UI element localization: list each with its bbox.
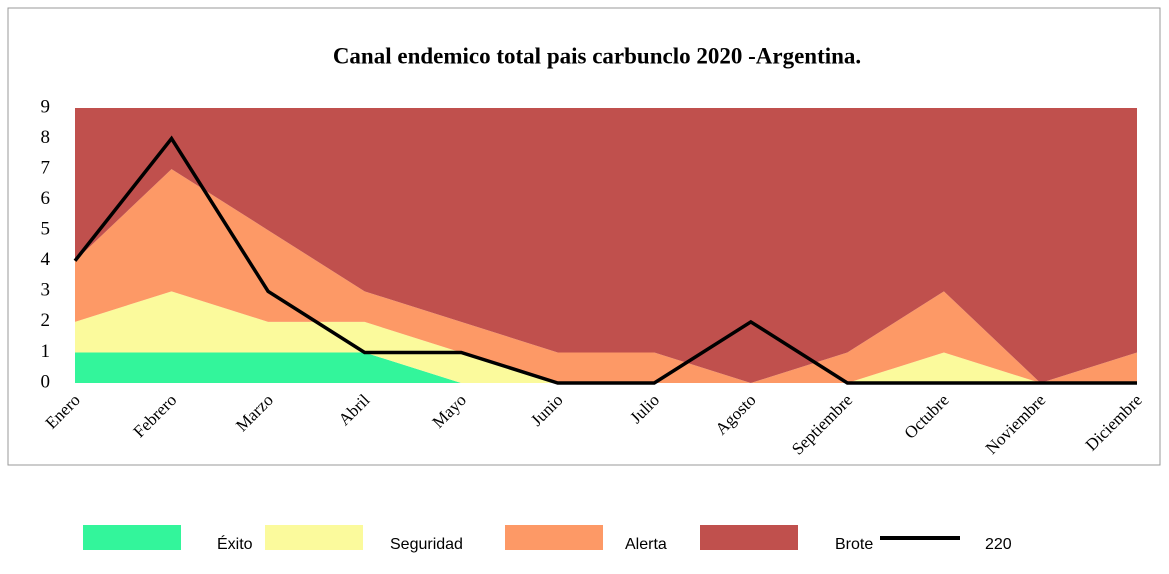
y-tick-label: 4 xyxy=(41,249,51,270)
y-tick-label: 1 xyxy=(41,341,51,362)
legend-label: Brote xyxy=(835,536,873,553)
legend-swatch xyxy=(83,525,181,550)
area xyxy=(75,169,1137,383)
area xyxy=(75,108,1137,383)
area xyxy=(75,352,1137,383)
y-tick-label: 0 xyxy=(41,371,51,392)
legend-label: Éxito xyxy=(217,534,253,553)
chart-title: Canal endemico total pais carbunclo 2020… xyxy=(333,43,861,68)
y-tick-label: 9 xyxy=(41,96,51,117)
line xyxy=(73,135,1137,385)
legend-swatch xyxy=(265,525,363,550)
legend-swatch xyxy=(505,525,603,550)
y-tick-label: 6 xyxy=(41,188,51,209)
y-tick-label: 8 xyxy=(41,127,51,148)
legend-swatch xyxy=(700,525,798,550)
y-tick-label: 7 xyxy=(41,157,51,178)
legend-label: Seguridad xyxy=(390,536,463,553)
y-tick-label: 2 xyxy=(41,310,51,331)
y-tick-label: 3 xyxy=(41,280,51,301)
legend-label: Alerta xyxy=(625,536,667,553)
legend-label: 220 xyxy=(985,536,1012,553)
area xyxy=(75,291,1137,383)
y-tick-label: 5 xyxy=(41,219,51,240)
